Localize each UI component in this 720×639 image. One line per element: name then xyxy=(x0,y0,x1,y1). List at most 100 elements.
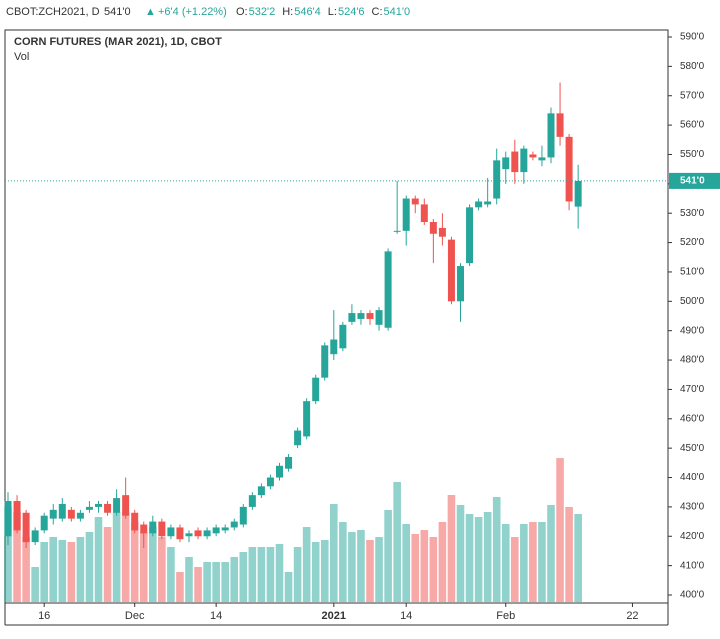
candle-body xyxy=(58,503,66,519)
volume-bar xyxy=(239,552,248,602)
last-price-box xyxy=(669,172,720,189)
candle-body xyxy=(149,521,157,534)
candle-body xyxy=(493,160,501,199)
volume-bar xyxy=(67,542,76,602)
candle-body xyxy=(420,204,428,223)
volume-bar xyxy=(203,562,211,602)
last: 541'0 xyxy=(104,6,131,18)
volume-bar xyxy=(474,517,483,602)
volume-bar xyxy=(357,530,365,602)
candle-body xyxy=(502,157,510,170)
volume-bar xyxy=(212,562,220,602)
y-tick-label: 460'0 xyxy=(680,413,705,424)
volume-bar xyxy=(194,567,202,602)
volume-bar xyxy=(185,557,193,602)
volume-bar xyxy=(4,507,12,602)
candle-body xyxy=(574,180,582,207)
candle-body xyxy=(185,533,193,537)
ohlc-label: H: xyxy=(282,6,293,18)
candle-body xyxy=(194,530,202,537)
candle-body xyxy=(131,512,139,531)
candle-body xyxy=(348,313,356,322)
volume-bar xyxy=(275,544,284,602)
y-tick-label: 590'0 xyxy=(680,32,705,43)
candle-body xyxy=(375,310,383,325)
y-tick-label: 510'0 xyxy=(680,267,705,278)
candle-body xyxy=(438,227,446,237)
y-tick-label: 410'0 xyxy=(680,560,705,571)
candle-body xyxy=(248,495,256,507)
candle-body xyxy=(239,506,247,525)
candle-body xyxy=(4,501,12,537)
y-tick-label: 480'0 xyxy=(680,355,705,366)
volume-bar xyxy=(384,510,392,602)
volume-bar xyxy=(339,522,347,602)
volume-bar xyxy=(402,524,410,602)
candle-body xyxy=(266,477,274,487)
candle-body xyxy=(158,521,166,537)
y-tick-label: 420'0 xyxy=(680,531,705,542)
candle-body xyxy=(457,266,464,302)
volume-bar xyxy=(420,530,429,602)
volume-bar xyxy=(538,522,546,602)
change-arrow: ▲ xyxy=(145,6,156,18)
volume-bar xyxy=(492,497,501,602)
volume-bar xyxy=(130,522,139,602)
volume-bar xyxy=(149,527,157,602)
volume-bar xyxy=(76,537,85,602)
candle-body xyxy=(140,524,148,534)
x-tick-label: 14 xyxy=(400,610,412,622)
candle-body xyxy=(203,530,211,537)
symbol: CBOT:ZCH2021, D xyxy=(6,6,100,18)
candle-body xyxy=(76,512,84,519)
volume-bar xyxy=(266,547,275,602)
volume-bar xyxy=(22,537,30,602)
change: +6'4 (+1.22%) xyxy=(158,6,227,18)
volume-bar xyxy=(366,540,374,602)
volume-bar xyxy=(257,547,266,602)
y-tick-label: 560'0 xyxy=(680,120,705,131)
volume-bar xyxy=(230,557,239,602)
volume-bar xyxy=(302,527,311,602)
volume-bar xyxy=(112,512,121,602)
candle-body xyxy=(366,313,374,319)
y-tick-label: 400'0 xyxy=(680,590,705,601)
candle-body xyxy=(31,530,39,543)
candle-body xyxy=(339,324,347,349)
y-tick-label: 470'0 xyxy=(680,384,705,395)
candle-body xyxy=(303,401,311,437)
ohlc-value: 532'2 xyxy=(249,6,276,18)
volume-bar xyxy=(103,527,112,602)
candle-body xyxy=(230,521,238,528)
candle-body xyxy=(384,251,392,328)
volume-bar xyxy=(429,537,438,602)
volume-bar xyxy=(393,482,401,602)
candle-body xyxy=(85,506,93,510)
y-tick-label: 530'0 xyxy=(680,208,705,219)
volume-bar xyxy=(167,547,175,602)
x-tick-label: 16 xyxy=(38,610,50,622)
y-tick-label: 440'0 xyxy=(680,472,705,483)
volume-bar xyxy=(248,547,257,602)
candle-body xyxy=(221,527,229,531)
volume-label: Vol xyxy=(14,51,29,63)
volume-bar xyxy=(547,505,555,602)
x-tick-label: 14 xyxy=(210,610,222,622)
volume-bar xyxy=(85,532,94,602)
volume-bar xyxy=(529,522,537,602)
y-tick-label: 520'0 xyxy=(680,237,705,248)
volume-bar xyxy=(465,514,474,602)
ohlc-label: C: xyxy=(372,6,383,18)
candle-body xyxy=(67,509,75,519)
volume-bar xyxy=(456,505,465,602)
volume-bar xyxy=(501,524,510,602)
y-tick-label: 430'0 xyxy=(680,502,705,513)
candle-body xyxy=(22,512,30,543)
candle-body xyxy=(40,515,48,531)
volume-bar xyxy=(49,537,58,602)
candle-body xyxy=(393,230,401,232)
y-tick-label: 550'0 xyxy=(680,149,705,160)
volume-bar xyxy=(176,572,184,602)
ohlc-value: 546'4 xyxy=(294,6,321,18)
